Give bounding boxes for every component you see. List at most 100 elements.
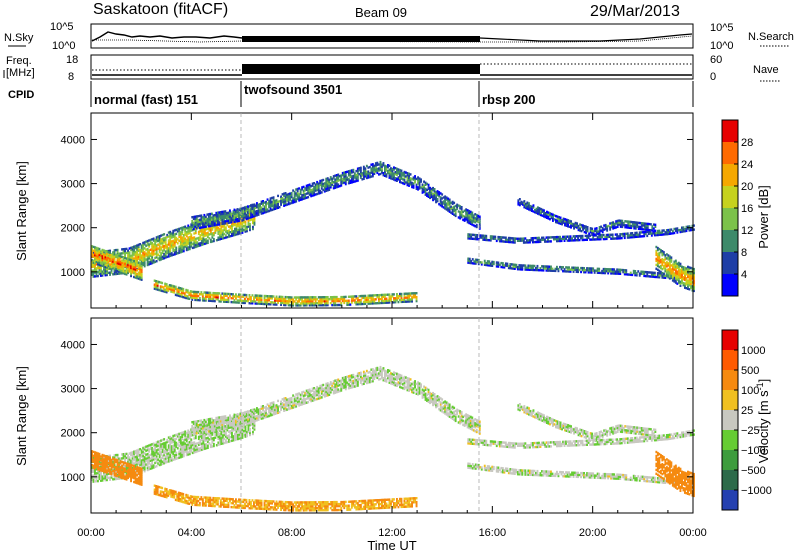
echo-cell	[319, 183, 322, 187]
echo-cell	[101, 260, 104, 264]
echo-cell	[253, 211, 255, 214]
echo-cell	[101, 252, 104, 256]
echo-cell	[194, 229, 197, 233]
echo-cell	[164, 284, 167, 287]
echo-cell	[206, 227, 209, 231]
echo-cell	[193, 232, 196, 235]
echo-cell	[332, 303, 335, 307]
echo-cell	[184, 225, 187, 228]
echo-cell	[158, 244, 161, 248]
echo-cell	[214, 229, 217, 232]
echo-cell	[628, 220, 631, 223]
echo-cell	[250, 208, 252, 211]
echo-cell	[197, 294, 200, 298]
echo-cell	[131, 254, 134, 257]
echo-cell	[164, 254, 167, 257]
echo-cell	[121, 457, 123, 460]
echo-cell	[142, 454, 145, 458]
echo-cell	[250, 298, 252, 301]
echo-cell	[613, 224, 616, 228]
echo-cell	[155, 441, 158, 444]
echo-cell	[164, 250, 167, 253]
echo-cell	[361, 294, 364, 298]
echo-cell	[233, 301, 236, 304]
echo-cell	[647, 230, 650, 233]
echo-cell	[468, 221, 471, 225]
echo-cell	[412, 186, 415, 189]
echo-cell	[142, 263, 145, 266]
echo-cell	[146, 263, 149, 267]
echo-cell	[271, 196, 273, 200]
echo-cell	[245, 217, 248, 221]
echo-cell	[638, 235, 641, 238]
echo-cell	[408, 184, 410, 187]
echo-cell	[229, 294, 231, 298]
echo-cell	[671, 263, 674, 266]
echo-cell	[219, 300, 222, 303]
echo-cell	[116, 260, 119, 263]
echo-cell	[400, 175, 403, 178]
echo-cell	[219, 216, 222, 220]
echo-cell	[512, 263, 515, 266]
echo-cell	[184, 430, 187, 433]
nsearch-label: N.Search	[748, 31, 794, 43]
echo-cell	[305, 304, 308, 307]
echo-cell	[420, 180, 422, 183]
echo-cell	[572, 270, 575, 273]
echo-cell	[91, 263, 93, 267]
cpid-strip: CPID normal (fast) 151 twofsound 3501 rb…	[8, 81, 694, 107]
echo-cell	[304, 298, 307, 301]
echo-cell	[378, 163, 380, 166]
echo-cell	[535, 268, 537, 272]
echo-cell	[525, 241, 528, 244]
echo-cell	[340, 301, 343, 305]
echo-cell	[277, 204, 279, 207]
echo-cell	[167, 253, 170, 256]
echo-cell	[100, 266, 102, 269]
echo-cell	[676, 274, 679, 277]
echo-cell	[391, 169, 394, 173]
echo-cell	[350, 169, 353, 172]
echo-cell	[504, 262, 507, 265]
echo-cell	[119, 261, 122, 264]
echo-cell	[584, 234, 587, 238]
echo-cell	[471, 219, 474, 222]
echo-cell	[119, 255, 122, 258]
echo-cell	[350, 181, 353, 184]
echo-cell	[382, 172, 385, 175]
echo-cell	[571, 239, 573, 242]
echo-cell	[302, 191, 305, 194]
echo-cell	[287, 302, 290, 305]
echo-cell	[231, 224, 233, 227]
echo-cell	[400, 296, 403, 300]
echo-cell	[581, 266, 584, 270]
echo-cell	[154, 461, 157, 465]
echo-cell	[308, 304, 311, 307]
echo-cell	[178, 440, 181, 443]
echo-cell	[667, 256, 670, 259]
echo-cell	[441, 201, 444, 204]
echo-cell	[320, 185, 323, 188]
echo-cell	[197, 220, 200, 224]
echo-cell	[645, 228, 648, 231]
echo-cell	[518, 268, 521, 271]
echo-cell	[95, 478, 98, 481]
echo-cell	[158, 248, 161, 252]
echo-cell	[474, 233, 477, 237]
echo-cell	[433, 188, 436, 191]
echo-cell	[670, 264, 673, 267]
echo-cell	[136, 449, 139, 452]
echo-cell	[524, 204, 527, 208]
echo-cell	[574, 268, 576, 271]
echo-cell	[235, 227, 238, 230]
echo-cell	[100, 272, 102, 275]
echo-cell	[185, 238, 188, 242]
echo-cell	[379, 168, 382, 172]
echo-cell	[510, 241, 513, 244]
echo-cell	[520, 200, 523, 204]
echo-cell	[639, 221, 642, 225]
echo-cell	[176, 252, 179, 255]
echo-cell	[152, 259, 155, 262]
echo-cell	[684, 266, 686, 270]
echo-cell	[228, 231, 230, 234]
